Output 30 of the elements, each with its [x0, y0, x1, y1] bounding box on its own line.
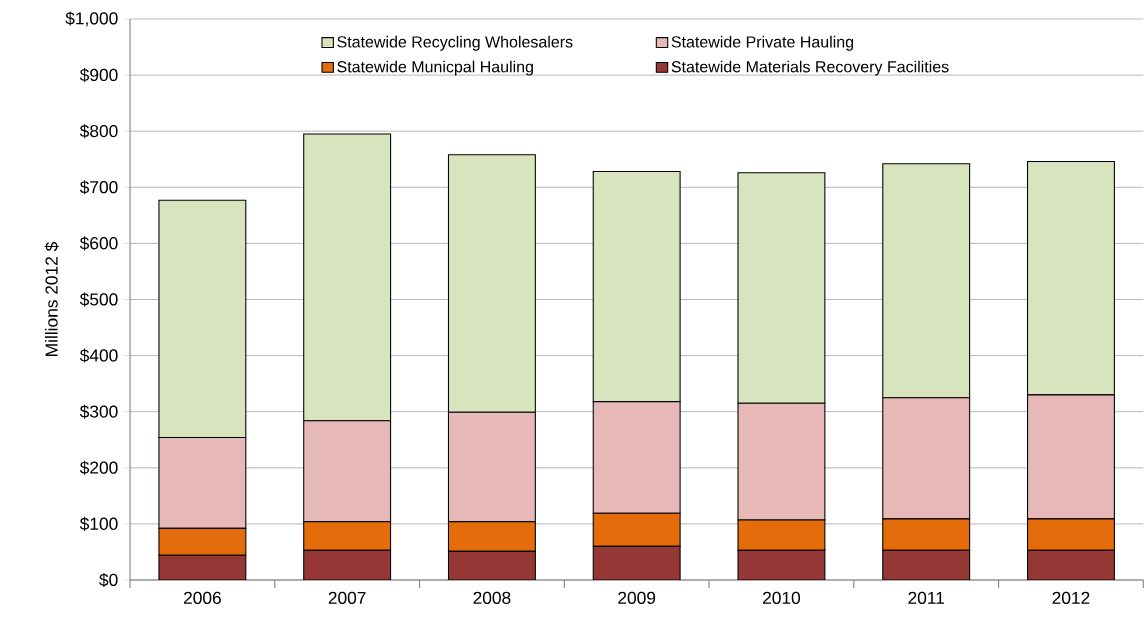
y-tick-label: $800 — [79, 124, 118, 139]
bar — [1026, 549, 1115, 580]
legend-label: Statewide Municpal Hauling — [337, 60, 533, 76]
x-tick-label: 2012 — [1052, 591, 1090, 604]
y-tick-label: $700 — [79, 180, 118, 195]
bar — [592, 545, 681, 580]
y-tick-label: $300 — [79, 404, 118, 419]
legend-label: Statewide Recycling Wholesalers — [337, 35, 573, 51]
bar — [158, 554, 247, 580]
bar — [447, 550, 536, 580]
x-tick-label: 2006 — [183, 591, 221, 604]
bar — [303, 549, 392, 580]
legend-label: Statewide Materials Recovery Facilities — [671, 60, 949, 76]
y-tick-label: $0 — [99, 572, 118, 588]
y-axis-title: Millions 2012 $ — [44, 242, 59, 356]
x-tick-label: 2010 — [763, 591, 801, 604]
y-tick-label: $500 — [79, 292, 118, 307]
y-tick-label: $600 — [79, 236, 118, 251]
x-tick-label: 2009 — [618, 591, 656, 604]
y-tick-label: $400 — [79, 348, 118, 363]
x-tick-label: 2011 — [908, 591, 944, 604]
bar — [737, 549, 826, 580]
y-tick-label: $1,000 — [65, 11, 118, 27]
y-tick-label: $100 — [79, 516, 118, 531]
x-tick-label: 2008 — [473, 591, 511, 604]
y-tick-label: $200 — [79, 460, 118, 475]
y-tick-label: $900 — [79, 68, 118, 83]
legend-label: Statewide Private Hauling — [671, 35, 854, 51]
x-tick-label: 2007 — [328, 591, 366, 604]
bar — [882, 549, 971, 580]
